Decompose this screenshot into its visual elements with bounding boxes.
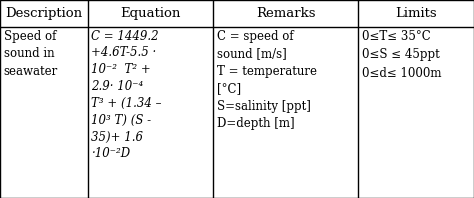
Text: C = speed of
sound [m/s]
T = temperature
[°C]
S=salinity [ppt]
D=depth [m]: C = speed of sound [m/s] T = temperature… bbox=[217, 30, 317, 130]
Text: Limits: Limits bbox=[395, 7, 437, 20]
Text: Equation: Equation bbox=[120, 7, 181, 20]
Text: Description: Description bbox=[5, 7, 82, 20]
Text: Speed of
sound in
seawater: Speed of sound in seawater bbox=[4, 30, 58, 78]
Text: 0≤T≤ 35°C
0≤S ≤ 45ppt
0≤d≤ 1000m: 0≤T≤ 35°C 0≤S ≤ 45ppt 0≤d≤ 1000m bbox=[362, 30, 441, 80]
Text: Remarks: Remarks bbox=[256, 7, 315, 20]
Text: C = 1449.2
+4.6T-5.5 ·
10⁻²  T² +
2.9· 10⁻⁴
T³ + (1.34 –
10³ T) (S -
35)+ 1.6
·1: C = 1449.2 +4.6T-5.5 · 10⁻² T² + 2.9· 10… bbox=[91, 30, 162, 160]
